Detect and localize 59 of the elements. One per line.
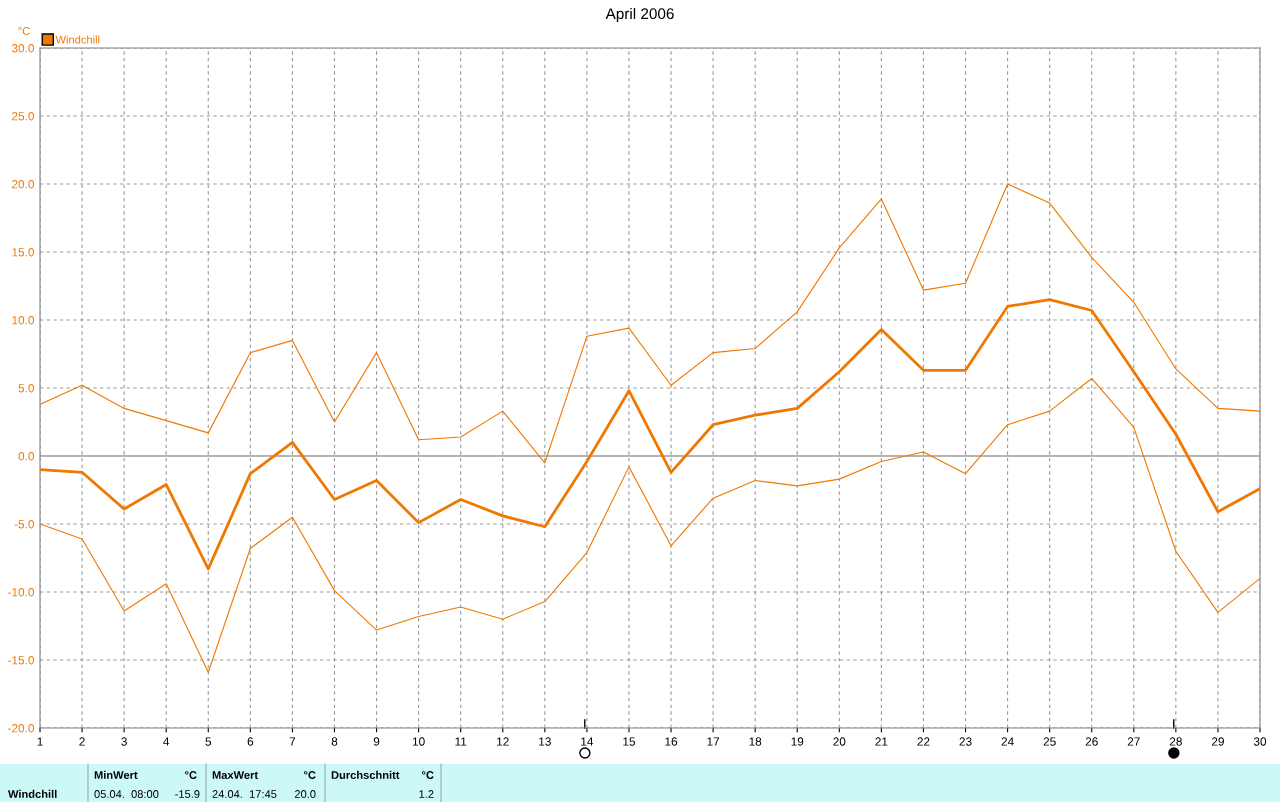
legend-label: Windchill: [55, 35, 100, 44]
y-tick-label: 5.0: [18, 384, 34, 393]
x-tick-label: 24: [1001, 737, 1014, 746]
x-tick-label: 10: [412, 737, 425, 746]
x-tick-label: 15: [623, 737, 636, 746]
text: MaxWert: [212, 771, 258, 779]
text: 20.0: [294, 790, 316, 798]
x-tick-label: 22: [917, 737, 930, 746]
y-tick-label: -10.0: [8, 588, 34, 597]
x-tick-label: 28: [1169, 737, 1182, 746]
x-tick-label: 4: [163, 737, 170, 746]
y-tick-label: 0.0: [18, 452, 34, 461]
x-tick-label: 21: [875, 737, 888, 746]
text: °C: [422, 771, 434, 779]
text: 24.04. 17:45: [212, 790, 277, 798]
x-tick-label: 19: [791, 737, 804, 746]
x-tick-label: 30: [1253, 737, 1267, 746]
y-tick-label: -5.0: [14, 520, 34, 529]
x-tick-label: 13: [539, 737, 551, 746]
x-tick-label: 23: [959, 737, 972, 746]
x-tick-label: 2: [79, 737, 85, 746]
x-tick-label: 26: [1085, 737, 1098, 746]
text: 05.04. 08:00: [94, 790, 159, 798]
x-tick-label: 18: [749, 737, 762, 746]
x-tick-label: 20: [833, 737, 846, 746]
y-tick-label: 25.0: [12, 112, 34, 121]
x-tick-label: 12: [497, 737, 509, 746]
y-tick-label: -20.0: [8, 724, 34, 733]
line-series: [40, 183, 1260, 464]
x-tick-label: 17: [707, 737, 720, 746]
x-tick-label: 29: [1211, 737, 1224, 746]
x-tick-label: 6: [247, 737, 254, 746]
x-tick-label: 1: [37, 737, 43, 746]
text: 1.2: [419, 790, 434, 798]
line-series: [40, 377, 1260, 673]
y-tick-label: 30.0: [11, 44, 34, 53]
x-tick-label: 8: [331, 737, 338, 746]
chart-title: April 2006: [605, 7, 674, 23]
text: Durchschnitt: [331, 770, 400, 779]
y-tick-label: 10.0: [12, 316, 34, 325]
x-tick-label: 9: [373, 737, 380, 746]
x-tick-label: 7: [289, 737, 296, 746]
y-tick-label: 15.0: [12, 248, 34, 257]
y-tick-label: 20.0: [12, 180, 34, 189]
line-series: [40, 298, 1260, 571]
x-tick-label: 16: [665, 737, 678, 746]
x-tick-label: 11: [455, 737, 467, 746]
y-axis-title: °C: [18, 27, 30, 35]
text: Windchill: [8, 789, 57, 798]
x-tick-label: 14: [581, 737, 594, 746]
x-tick-label: 5: [205, 737, 212, 746]
x-tick-label: 27: [1127, 737, 1140, 746]
y-tick-label: -15.0: [8, 656, 34, 665]
x-tick-label: 25: [1043, 737, 1056, 746]
text: -15.9: [175, 790, 200, 798]
text: °C: [304, 771, 316, 779]
text: °C: [185, 771, 197, 779]
x-tick-label: 3: [121, 737, 127, 746]
text: MinWert: [94, 770, 138, 779]
